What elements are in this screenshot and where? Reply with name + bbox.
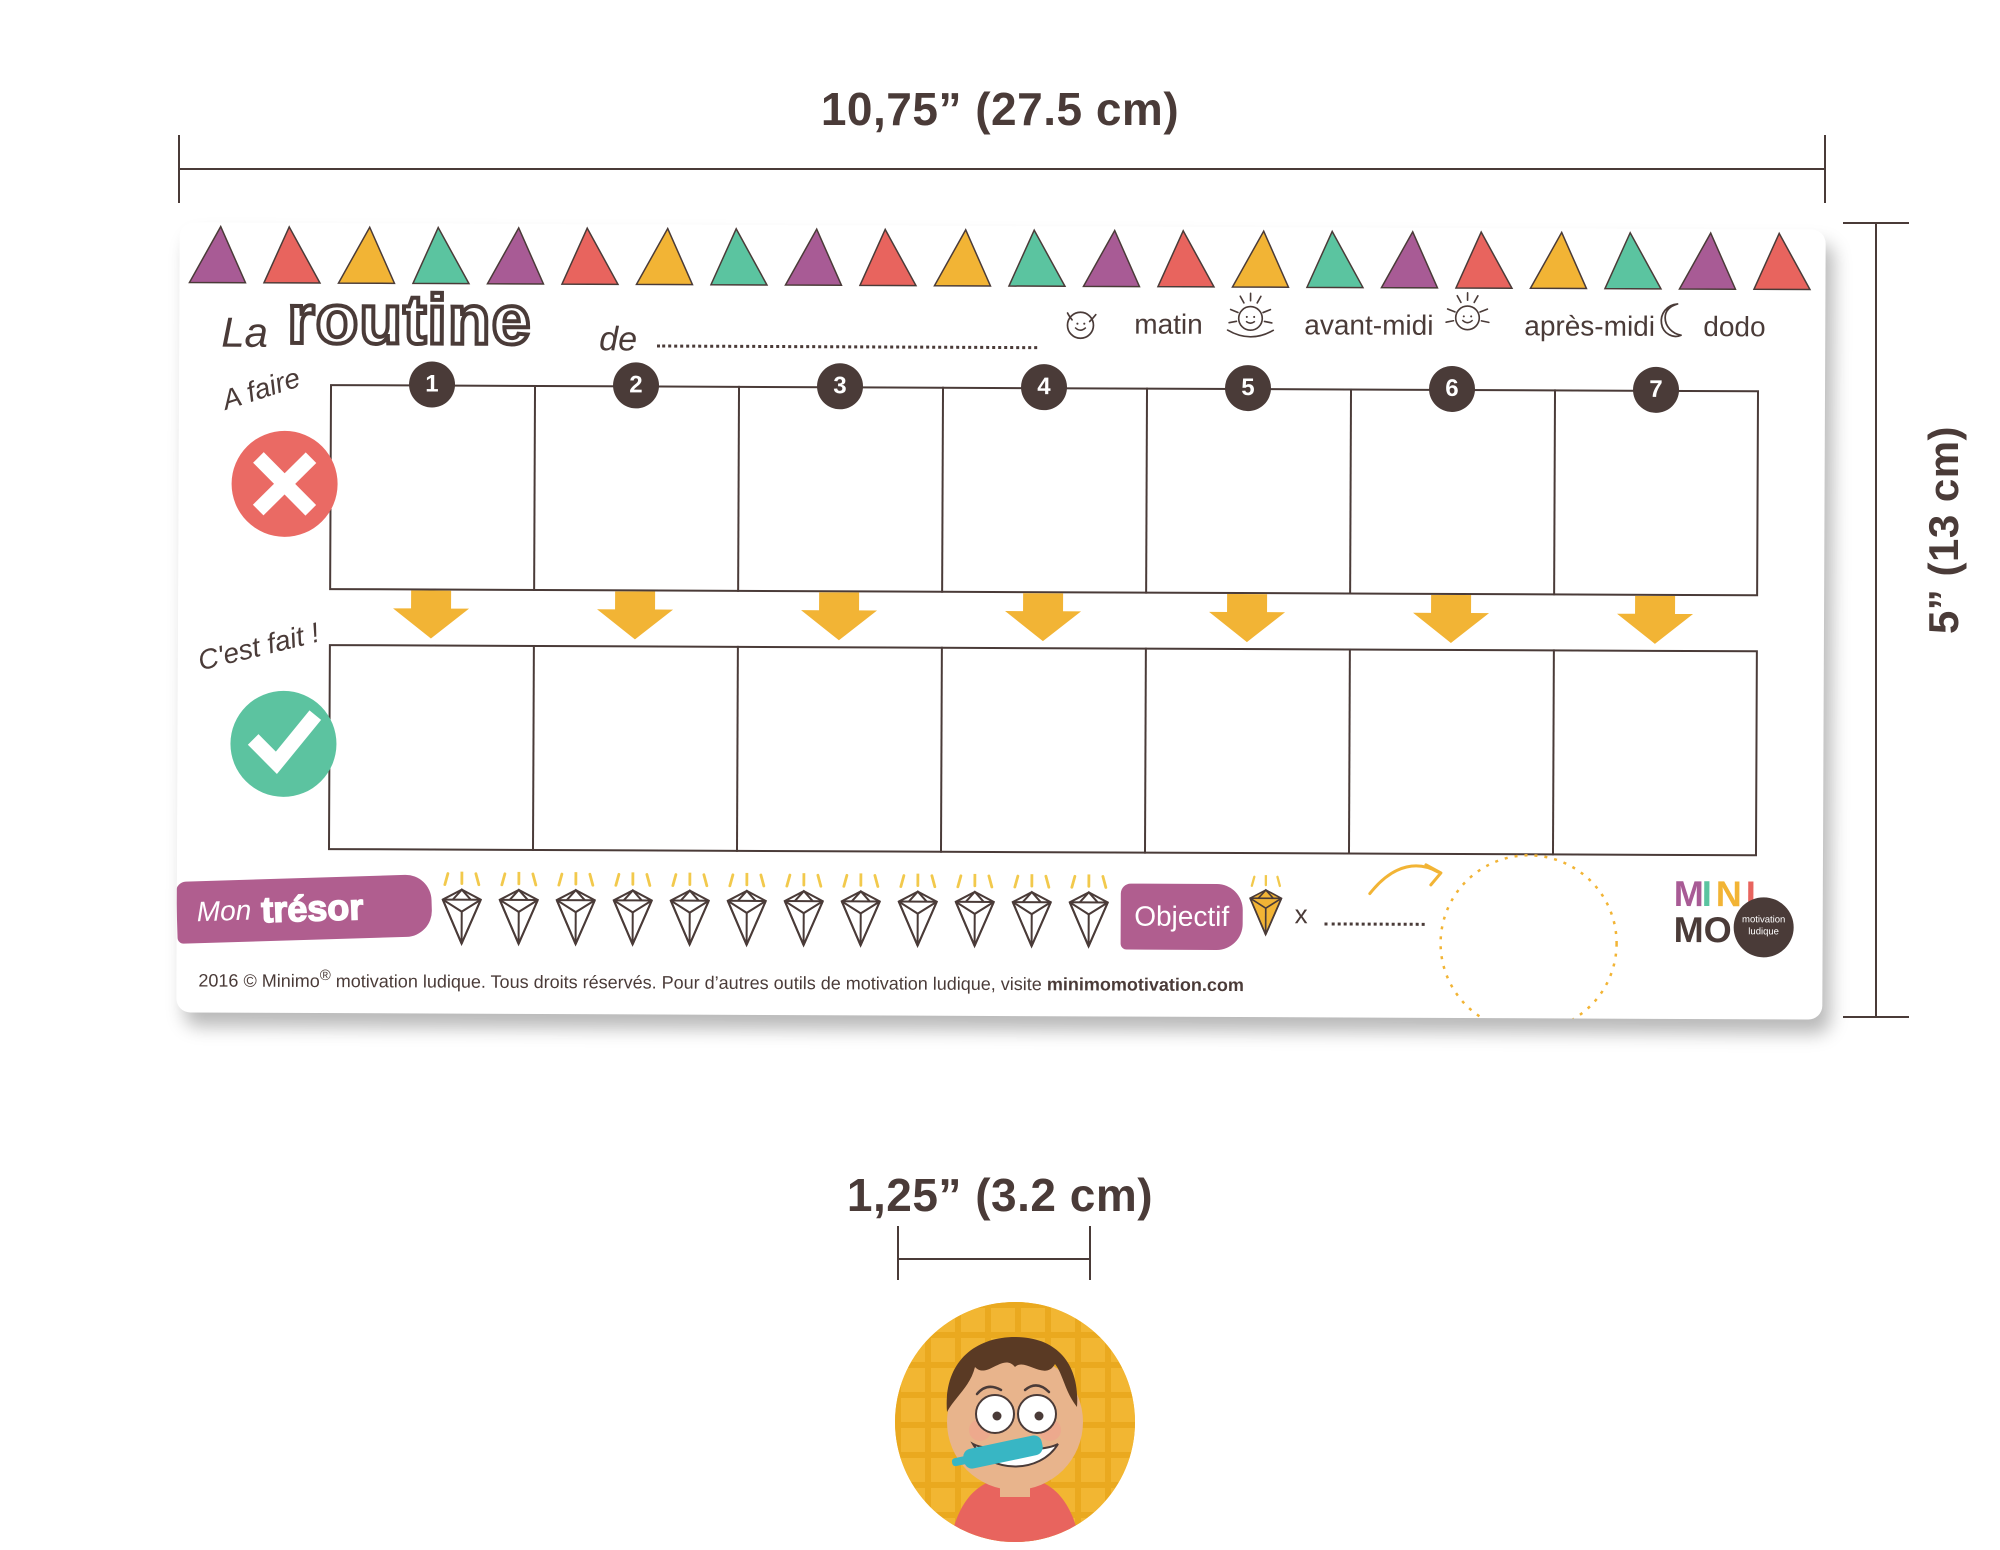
svg-text:MO: MO bbox=[1674, 909, 1732, 950]
svg-text:motivation: motivation bbox=[1742, 914, 1785, 925]
svg-text:ludique: ludique bbox=[1748, 926, 1779, 937]
